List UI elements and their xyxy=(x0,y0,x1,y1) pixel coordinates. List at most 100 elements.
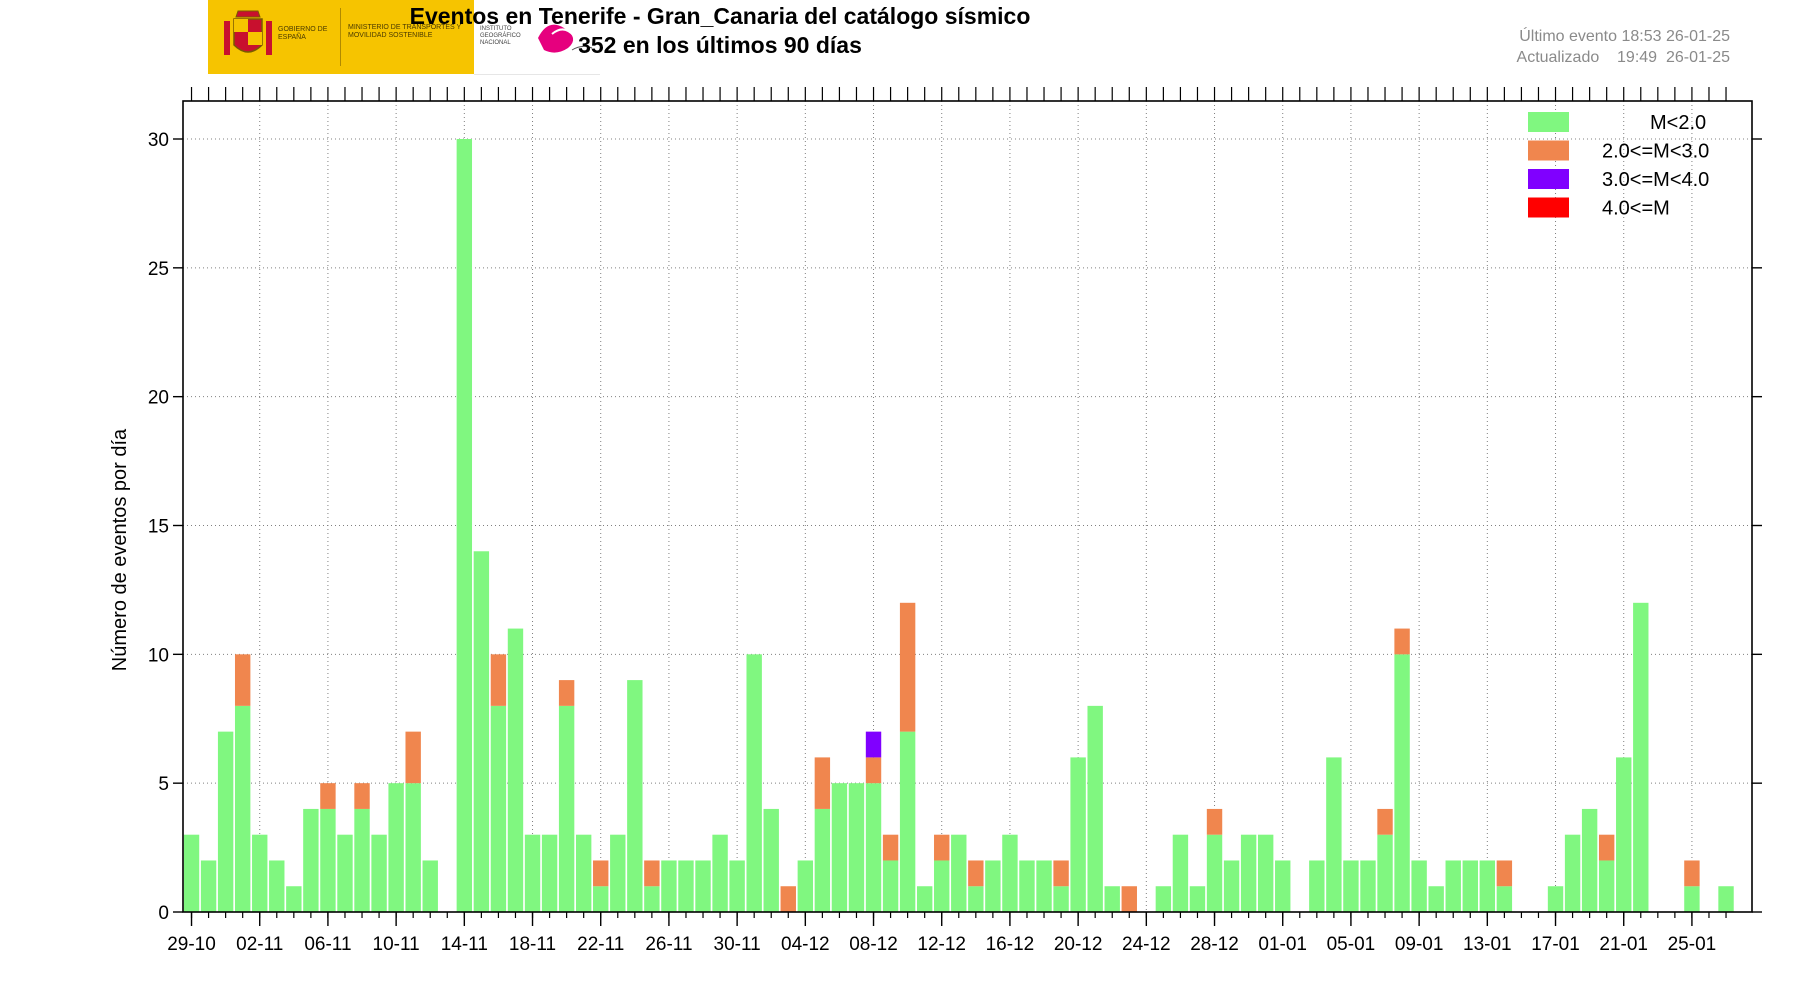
bar-segment xyxy=(1581,808,1598,912)
y-axis-label: Número de eventos por día xyxy=(109,428,131,671)
bar-segment xyxy=(899,731,916,912)
bar-segment xyxy=(1684,860,1700,887)
x-tick-label: 24-12 xyxy=(1122,934,1171,955)
plot-area xyxy=(183,101,1752,912)
legend-swatch xyxy=(1528,169,1569,189)
bar-segment xyxy=(712,834,728,912)
x-tick-label: 30-11 xyxy=(714,934,761,955)
bar-segment xyxy=(882,834,899,861)
bar-segment xyxy=(490,705,507,912)
bar-segment xyxy=(1087,705,1103,912)
bar-segment xyxy=(814,808,831,912)
bar-segment xyxy=(1053,860,1069,887)
bar-segment xyxy=(1462,860,1478,912)
bar-segment xyxy=(1019,860,1035,912)
chart-title-line1: Eventos en Tenerife - Gran_Canaria del c… xyxy=(409,3,1031,29)
chart-title-line2: 352 en los últimos 90 días xyxy=(578,32,862,58)
x-tick-label: 05-01 xyxy=(1327,934,1376,955)
bar-segment xyxy=(899,602,916,732)
bar-segment xyxy=(183,834,200,912)
bar-segment xyxy=(524,834,541,912)
last-event-timestamp: Último evento 18:53 26-01-25 xyxy=(1519,28,1730,45)
bar-segment xyxy=(1360,860,1376,912)
x-tick-label: 10-11 xyxy=(373,934,420,955)
bar-segment xyxy=(746,654,762,912)
bar-segment xyxy=(882,860,899,912)
bar-segment xyxy=(422,860,438,912)
x-tick-label: 18-11 xyxy=(509,934,556,955)
bar-segment xyxy=(1104,886,1120,912)
bar-segment xyxy=(985,860,1001,912)
bar-segment xyxy=(1155,886,1172,912)
logo-divider xyxy=(340,8,341,66)
bar-segment xyxy=(593,860,609,887)
bar-segment xyxy=(865,757,882,784)
bar-segment xyxy=(371,834,387,912)
bar-segment xyxy=(865,783,882,912)
bar-segment xyxy=(354,783,370,809)
bar-segment xyxy=(541,834,558,912)
bar-segment xyxy=(644,886,660,912)
plot-frame xyxy=(182,100,1753,913)
coat-of-arms-icon xyxy=(224,10,272,55)
legend-label: 4.0<=M xyxy=(1602,198,1670,220)
bar-segment xyxy=(1309,860,1325,912)
bar-segment xyxy=(1598,860,1615,912)
bar-segment xyxy=(507,628,524,912)
y-tick-label: 15 xyxy=(148,517,169,538)
bar-segment xyxy=(1394,628,1410,655)
bar-segment xyxy=(558,705,575,912)
bar-segment xyxy=(1002,834,1018,912)
x-tick-label: 29-10 xyxy=(167,934,216,955)
axes-layer: 0 5 10 15 20 25 30 29-10 02-11 06-11 10-11 14-11 18-… xyxy=(148,87,1762,955)
gobierno-label: GOBIERNO DE ESPAÑA xyxy=(278,26,328,41)
bar-segment xyxy=(1633,602,1649,912)
bar-segment xyxy=(848,783,865,912)
bar-segment xyxy=(1172,834,1189,912)
y-tick-label: 0 xyxy=(158,903,169,924)
bar-segment xyxy=(661,860,677,912)
bar-segment xyxy=(1496,860,1513,887)
instituto-label: INSTITUTO GEOGRÁFICO NACIONAL xyxy=(480,26,521,46)
bar-segment xyxy=(1445,860,1461,912)
x-tick-label: 09-01 xyxy=(1395,934,1444,955)
bar-segment xyxy=(644,860,660,887)
x-tick-label: 20-12 xyxy=(1054,934,1103,955)
bar-segment xyxy=(405,783,421,912)
bar-segment xyxy=(780,886,796,912)
legend-swatch xyxy=(1528,112,1569,132)
y-tick-label: 5 xyxy=(158,774,169,795)
bar-segment xyxy=(1240,834,1257,912)
x-tick-label: 06-11 xyxy=(304,934,351,955)
bar-segment xyxy=(1564,834,1581,912)
bar-segment xyxy=(337,834,353,912)
legend-label: 3.0<=M<4.0 xyxy=(1602,169,1709,191)
bar-segment xyxy=(354,808,370,912)
bar-segment xyxy=(968,860,984,887)
bar-segment xyxy=(610,834,626,912)
x-tick-label: 26-11 xyxy=(645,934,692,955)
bars-layer xyxy=(183,139,1734,912)
bar-segment xyxy=(490,654,507,706)
bar-segment xyxy=(763,808,779,912)
x-tick-label: 28-12 xyxy=(1190,934,1239,955)
chart-title: Eventos en Tenerife - Gran_Canaria del c… xyxy=(410,2,1031,60)
bar-segment xyxy=(1547,886,1564,912)
bar-segment xyxy=(934,860,950,912)
bar-segment xyxy=(234,654,251,706)
government-logo-panel: GOBIERNO DE ESPAÑA MINISTERIO DE TRANSPO… xyxy=(208,0,474,74)
bar-segment xyxy=(797,860,814,912)
bar-segment xyxy=(1616,757,1632,912)
bar-segment xyxy=(814,757,831,809)
bar-segment xyxy=(388,783,404,912)
bar-segment xyxy=(303,808,319,912)
bar-segment xyxy=(473,551,490,912)
institutional-logo-bar: GOBIERNO DE ESPAÑA MINISTERIO DE TRANSPO… xyxy=(208,0,600,75)
bar-segment xyxy=(1718,886,1734,912)
bar-segment xyxy=(1598,834,1615,861)
bar-segment xyxy=(320,783,336,809)
bar-segment xyxy=(678,860,694,912)
y-tick-label: 25 xyxy=(148,259,169,280)
bar-segment xyxy=(831,783,848,912)
bar-segment xyxy=(1394,654,1410,912)
